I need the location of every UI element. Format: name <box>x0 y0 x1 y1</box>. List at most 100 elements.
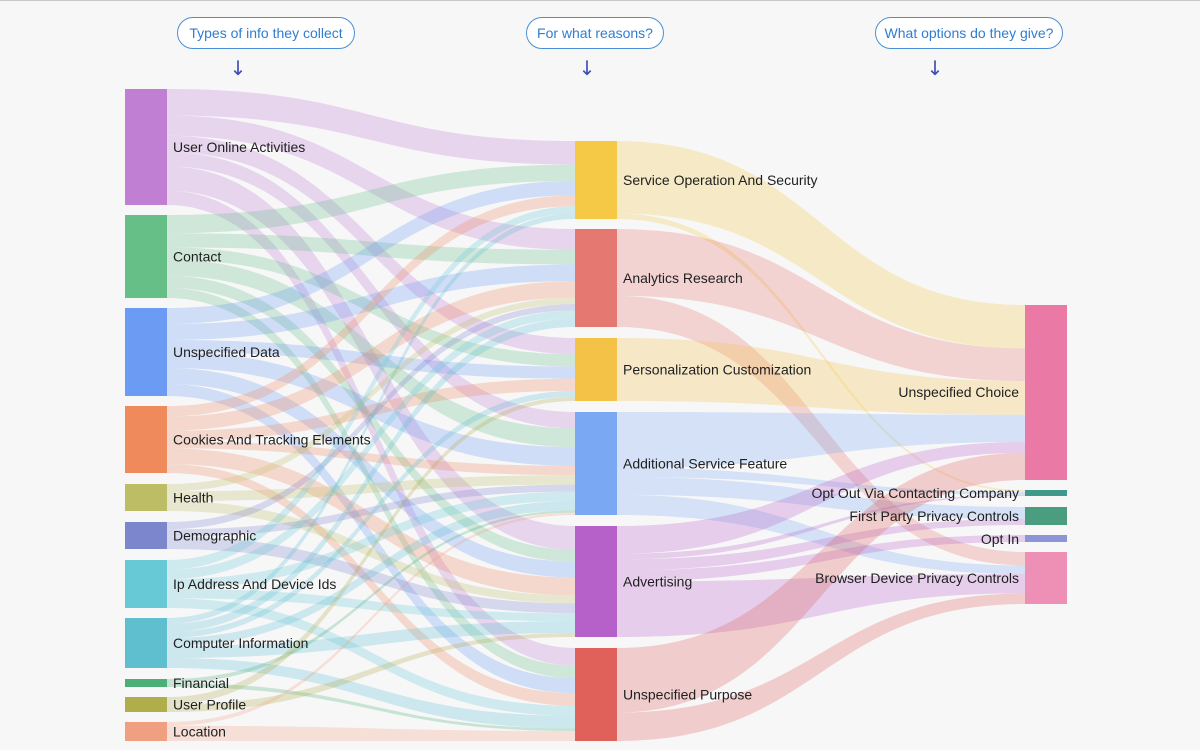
arrow-down-icon: ↓ <box>229 56 247 80</box>
label-additional: Additional Service Feature <box>623 456 787 472</box>
flow-analytics-to-browser <box>617 295 1025 566</box>
flow-contact-to-advertising <box>167 275 575 562</box>
label-ip: Ip Address And Device Ids <box>173 576 336 592</box>
header-reasons: For what reasons? <box>526 17 664 49</box>
flow-unspec_data-to-analytics <box>167 264 575 340</box>
label-sos: Service Operation And Security <box>623 172 818 188</box>
flow-ip-to-sos <box>167 206 575 570</box>
flow-demographic-to-advertising <box>167 536 575 614</box>
flow-advertising-to-browser <box>617 574 1025 637</box>
flow-computer-to-analytics <box>167 318 575 632</box>
flow-cookies-to-advertising <box>167 448 575 596</box>
flow-computer-to-sos <box>167 213 575 624</box>
flow-cookies-to-unspec_purpose <box>167 464 575 706</box>
flow-uoa-to-analytics <box>167 115 575 250</box>
flow-additional-to-first_party <box>617 476 1025 519</box>
label-opt-out: Opt Out Via Contacting Company <box>811 485 1019 501</box>
label-cookies: Cookies And Tracking Elements <box>173 432 371 448</box>
node-advertising <box>575 526 617 637</box>
label-contact: Contact <box>173 249 221 265</box>
label-personalization: Personalization Customization <box>623 362 811 378</box>
flow-cookies-to-personalization <box>167 378 575 442</box>
node-additional <box>575 412 617 515</box>
label-first-party: First Party Privacy Controls <box>849 508 1019 524</box>
flow-cookies-to-additional <box>167 441 575 476</box>
flow-unspec_purpose-to-unspec_choice <box>617 452 1025 713</box>
node-financial <box>125 679 167 687</box>
flow-health-to-additional <box>167 475 575 502</box>
node-cookies <box>125 406 167 473</box>
flow-uoa-to-sos <box>167 89 575 165</box>
flow-unspec_data-to-unspec_purpose <box>167 384 575 694</box>
node-browser <box>1025 552 1067 604</box>
flow-advertising-to-opt_out <box>617 494 1025 560</box>
label-health: Health <box>173 490 213 506</box>
flow-advertising-to-opt_in <box>617 535 1025 582</box>
header-types-of-info: Types of info they collect <box>177 17 355 49</box>
flow-location-to-unspec_purpose <box>167 725 575 741</box>
flow-health-to-advertising <box>167 501 575 604</box>
flow-uoa-to-unspec_purpose <box>167 190 575 666</box>
flow-contact-to-personalization <box>167 247 575 367</box>
flow-advertising-to-first_party <box>617 519 1025 571</box>
label-financial: Financial <box>173 675 229 691</box>
flow-additional-to-opt_out <box>617 467 1025 495</box>
flow-contact-to-unspec_purpose <box>167 287 575 679</box>
flow-computer-to-additional <box>167 500 575 646</box>
flow-unspec_data-to-personalization <box>167 340 575 379</box>
flow-additional-to-unspec_choice <box>617 412 1025 468</box>
flow-location-to-additional <box>167 512 575 726</box>
flow-financial-to-additional <box>167 510 575 683</box>
flow-unspec_data-to-advertising <box>167 368 575 578</box>
node-ip <box>125 560 167 608</box>
arrow-down-icon: ↓ <box>578 56 596 80</box>
flow-unspec_data-to-sos <box>167 180 575 324</box>
node-unspec-choice <box>1025 305 1067 480</box>
flow-computer-to-unspec_purpose <box>167 658 575 729</box>
flow-ip-to-advertising <box>167 588 575 622</box>
flow-user_profile-to-personalization <box>167 396 575 705</box>
node-uoa <box>125 89 167 205</box>
label-unspec-purpose: Unspecified Purpose <box>623 687 752 703</box>
label-uoa: User Online Activities <box>173 139 305 155</box>
node-health <box>125 484 167 511</box>
label-unspec-data: Unspecified Data <box>173 344 280 360</box>
links-layer <box>167 89 1025 741</box>
arrow-down-icon: ↓ <box>926 56 944 80</box>
flow-ip-to-additional <box>167 491 575 589</box>
node-contact <box>125 215 167 298</box>
flow-cookies-to-analytics <box>167 281 575 431</box>
flow-additional-to-browser <box>617 494 1025 575</box>
flow-contact-to-analytics <box>167 233 575 265</box>
flow-unspec_data-to-additional <box>167 352 575 466</box>
flow-uoa-to-advertising <box>167 166 575 550</box>
flow-personalization-to-unspec_choice <box>617 338 1025 415</box>
label-analytics: Analytics Research <box>623 270 743 286</box>
label-unspec-choice: Unspecified Choice <box>898 384 1019 400</box>
flow-cookies-to-sos <box>167 195 575 417</box>
nodes-layer <box>125 89 1067 741</box>
flow-uoa-to-personalization <box>167 135 575 355</box>
node-demographic <box>125 522 167 549</box>
label-location: Location <box>173 724 226 740</box>
flow-uoa-to-additional <box>167 152 575 429</box>
node-first-party <box>1025 507 1067 525</box>
label-demographic: Demographic <box>173 528 256 544</box>
flow-unspec_purpose-to-browser <box>617 593 1025 741</box>
flow-user_profile-to-advertising <box>167 633 575 712</box>
node-location <box>125 722 167 741</box>
flow-computer-to-advertising <box>167 621 575 658</box>
flow-sos-to-opt_out <box>617 213 1025 492</box>
flow-ip-to-unspec_purpose <box>167 598 575 716</box>
flow-advertising-to-unspec_choice <box>617 441 1025 554</box>
flow-contact-to-sos <box>167 164 575 234</box>
flow-financial-to-unspec_purpose <box>167 683 575 731</box>
label-advertising: Advertising <box>623 574 692 590</box>
label-user-profile: User Profile <box>173 697 246 713</box>
node-unspec-purpose <box>575 648 617 741</box>
node-sos <box>575 141 617 219</box>
flow-contact-to-additional <box>167 259 575 448</box>
node-unspec-data <box>125 308 167 396</box>
